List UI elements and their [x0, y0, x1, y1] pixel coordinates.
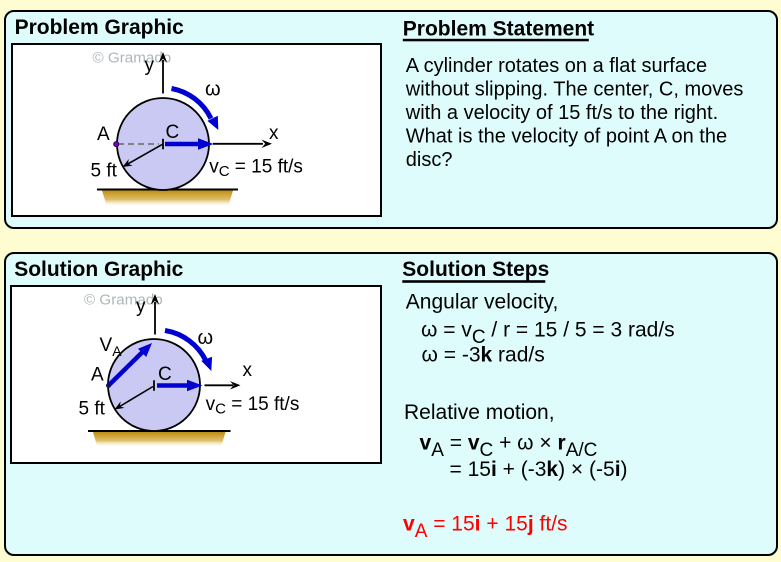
svg-text:y: y — [136, 296, 146, 317]
svg-text:with a velocity of 15 ft/s to: with a velocity of 15 ft/s to the right. — [405, 102, 718, 124]
svg-text:A cylinder rotates on a flat s: A cylinder rotates on a flat surface — [406, 55, 707, 77]
svg-text:Solution Graphic: Solution Graphic — [14, 258, 183, 281]
svg-text:ω = -3k rad/s: ω = -3k rad/s — [422, 344, 545, 367]
svg-text:A: A — [97, 124, 110, 145]
svg-text:© Gramado: © Gramado — [93, 50, 172, 67]
svg-text:vC = 15 ft/s: vC = 15 ft/s — [209, 156, 303, 180]
svg-text:Angular velocity,: Angular velocity, — [406, 291, 559, 314]
svg-text:C: C — [166, 122, 180, 143]
svg-text:y: y — [145, 55, 155, 76]
svg-text:Problem Statement: Problem Statement — [403, 18, 594, 41]
svg-text:vA = vC + ω × rA/C: vA = vC + ω × rA/C — [420, 432, 598, 462]
svg-text:ω: ω — [205, 79, 221, 101]
svg-text:© Gramado: © Gramado — [84, 292, 163, 309]
svg-text:What is the velocity of point: What is the velocity of point A on the — [406, 125, 727, 147]
svg-text:VA: VA — [100, 335, 123, 359]
svg-text:Problem Graphic: Problem Graphic — [15, 16, 185, 39]
svg-text:ω: ω — [198, 327, 214, 349]
svg-text:x: x — [269, 123, 279, 144]
svg-text:x: x — [243, 360, 253, 381]
svg-text:disc?: disc? — [406, 149, 453, 171]
svg-text:C: C — [158, 364, 172, 385]
svg-text:A: A — [91, 364, 104, 385]
svg-text:5 ft: 5 ft — [79, 399, 106, 420]
svg-text:without slipping. The center,: without slipping. The center, C, moves — [405, 78, 744, 100]
svg-text:vC = 15 ft/s: vC = 15 ft/s — [206, 394, 300, 418]
svg-text:Relative motion,: Relative motion, — [404, 401, 555, 424]
svg-text:vA = 15i + 15j ft/s: vA = 15i + 15j ft/s — [403, 512, 568, 542]
svg-text:5 ft: 5 ft — [91, 160, 118, 181]
svg-text:Solution Steps: Solution Steps — [402, 258, 549, 281]
svg-text:= 15i + (-3k) × (-5i): = 15i + (-3k) × (-5i) — [450, 458, 628, 481]
